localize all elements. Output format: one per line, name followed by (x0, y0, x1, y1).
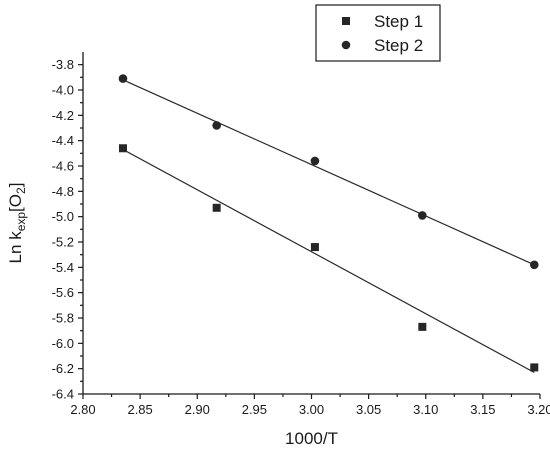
axes: 2.80 2.85 2.90 2.95 3.00 3.05 3.10 3.15 3.20 -3.8… (52, 52, 550, 417)
y-tick-label: -3.8 (52, 57, 74, 72)
data-point-circle (529, 260, 539, 270)
x-tick-label: 3.00 (299, 402, 324, 417)
x-tick-label: 2.90 (185, 402, 210, 417)
y-tick-label: -4.4 (52, 133, 74, 148)
fit-line (122, 79, 535, 266)
x-tick-label: 3.20 (527, 402, 550, 417)
data-point-circle (118, 74, 128, 83)
legend-label: Step 1 (374, 12, 423, 31)
data-point-square (418, 322, 427, 331)
legend-label: Step 2 (374, 36, 423, 55)
y-axis-title: Ln kexp[O2] (6, 183, 28, 264)
x-axis-title: 1000/T (285, 429, 338, 448)
y-tick-label: -6.0 (52, 336, 74, 351)
y-axis-title-main: Ln k (6, 231, 25, 264)
x-tick-label: 2.95 (242, 402, 267, 417)
legend-box (315, 4, 441, 62)
data-points (118, 74, 539, 372)
data-point-circle (212, 121, 221, 130)
x-tick-label: 2.80 (70, 402, 95, 417)
x-tick-label: 2.85 (127, 402, 152, 417)
y-tick-label: -6.2 (52, 361, 74, 376)
y-axis-title-tail: [O (6, 194, 25, 212)
y-tick-label: -5.6 (52, 285, 74, 300)
y-axis-title-close: ] (6, 183, 25, 188)
data-point-circle (310, 156, 320, 166)
fit-line (122, 149, 535, 373)
y-tick-label: -5.8 (52, 311, 74, 326)
y-tick-label: -5.4 (52, 260, 74, 275)
y-tick-label: -5.0 (52, 209, 74, 224)
x-tick-label: 3.15 (470, 402, 495, 417)
data-point-circle (418, 211, 427, 220)
y-tick-label: -6.4 (52, 387, 74, 402)
y-tick-label: -4.6 (52, 159, 74, 174)
fit-lines (122, 79, 535, 373)
data-point-square (310, 243, 319, 252)
y-axis-title-sub2: 2 (14, 187, 28, 194)
data-point-square (118, 144, 127, 153)
y-axis-title-sub: exp (14, 212, 28, 232)
y-tick-label: -4.8 (52, 184, 74, 199)
x-tick-label: 3.10 (413, 402, 438, 417)
legend: Step 1 Step 2 (315, 4, 441, 62)
y-tick-label: -4.0 (52, 83, 74, 98)
x-tick-label: 3.05 (356, 402, 381, 417)
data-point-square (212, 203, 221, 212)
data-point-square (530, 363, 539, 372)
legend-marker-square (342, 17, 350, 25)
legend-marker-circle (341, 40, 351, 50)
y-tick-label: -5.2 (52, 235, 74, 250)
y-tick-label: -4.2 (52, 108, 74, 123)
